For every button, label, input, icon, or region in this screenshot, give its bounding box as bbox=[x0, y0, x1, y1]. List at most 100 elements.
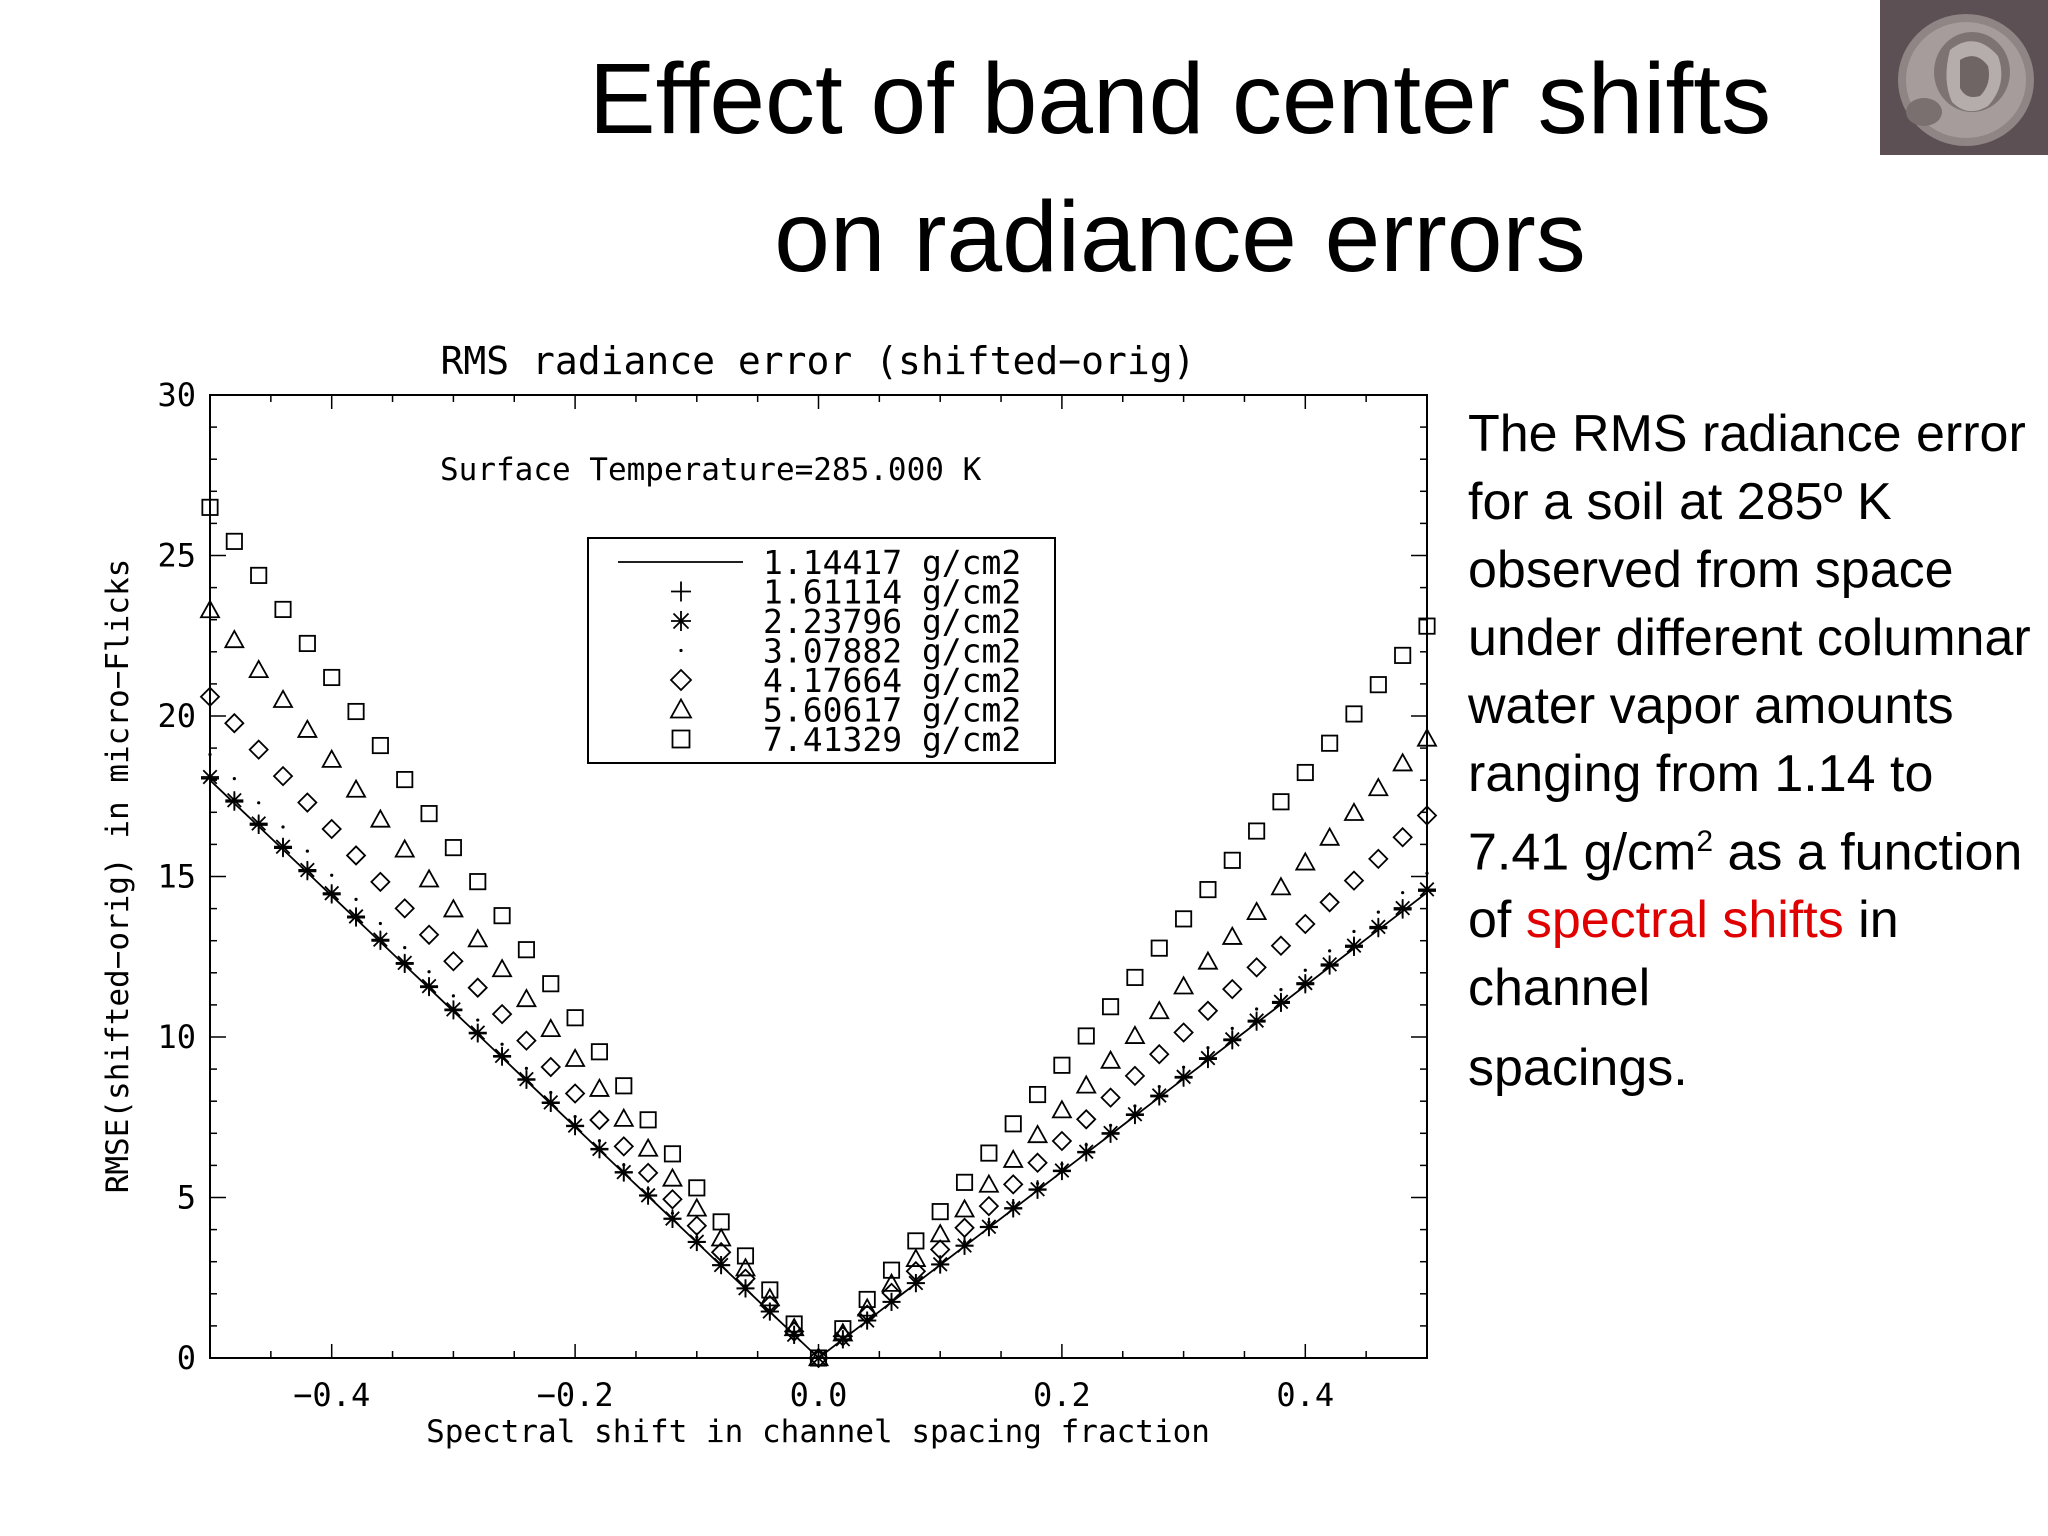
legend-entry: 2.23796 g/cm2 bbox=[671, 602, 1021, 641]
square-marker bbox=[955, 1173, 974, 1191]
diamond-marker bbox=[1368, 848, 1389, 870]
square-marker bbox=[1321, 734, 1339, 752]
asterisk-marker bbox=[1125, 1105, 1144, 1124]
triangle-marker bbox=[1367, 777, 1389, 797]
square-marker bbox=[785, 1315, 803, 1333]
triangle-marker bbox=[345, 778, 367, 798]
square-marker bbox=[469, 873, 487, 891]
triangle-marker bbox=[248, 659, 270, 679]
square-marker bbox=[1369, 676, 1387, 694]
diamond-marker bbox=[1075, 1109, 1097, 1130]
description-superscript: 2 bbox=[1696, 825, 1714, 858]
asterisk-marker bbox=[1101, 1124, 1120, 1143]
dot-marker bbox=[1352, 929, 1356, 934]
dot-marker bbox=[1401, 891, 1405, 895]
diamond-marker bbox=[297, 792, 318, 813]
square-marker bbox=[1150, 939, 1168, 957]
triangle-marker bbox=[978, 1173, 1000, 1193]
diamond-marker bbox=[978, 1195, 1000, 1217]
triangle-marker bbox=[564, 1047, 586, 1067]
triangle-marker bbox=[1124, 1024, 1146, 1044]
triangle-marker bbox=[223, 629, 245, 649]
square-marker bbox=[1272, 793, 1290, 811]
triangle-marker bbox=[734, 1257, 757, 1277]
triangle-marker bbox=[669, 697, 693, 719]
dot-marker bbox=[1303, 968, 1307, 972]
diamond-marker bbox=[1319, 892, 1340, 913]
triangle-marker bbox=[442, 898, 464, 918]
series-1 bbox=[201, 769, 1436, 1367]
y-tick-label: 5 bbox=[177, 1179, 196, 1217]
dot-marker bbox=[597, 1139, 602, 1143]
diamond-marker bbox=[321, 818, 342, 840]
square-marker bbox=[882, 1261, 901, 1279]
square-marker bbox=[615, 1077, 633, 1095]
legend-box bbox=[587, 537, 1056, 764]
triangle-marker bbox=[686, 1197, 708, 1217]
asterisk-marker bbox=[1028, 1180, 1047, 1199]
triangle-marker bbox=[1343, 801, 1365, 821]
square-marker bbox=[1102, 998, 1120, 1016]
chart-annotation: Surface Temperature=285.000 K bbox=[440, 452, 982, 488]
asterisk-marker bbox=[1077, 1142, 1096, 1161]
triangle-marker bbox=[491, 958, 513, 978]
square-marker bbox=[517, 941, 535, 959]
diamond-marker bbox=[370, 871, 391, 893]
dot-marker bbox=[1376, 910, 1380, 914]
asterisk-marker bbox=[517, 1070, 536, 1089]
square-marker bbox=[1199, 881, 1217, 899]
diamond-marker bbox=[491, 1003, 513, 1025]
asterisk-marker bbox=[1320, 955, 1339, 974]
asterisk-marker bbox=[1223, 1030, 1242, 1049]
triangle-marker bbox=[1075, 1074, 1097, 1094]
square-marker bbox=[834, 1320, 852, 1338]
asterisk-marker bbox=[1198, 1049, 1217, 1068]
diamond-marker bbox=[1416, 805, 1438, 826]
square-marker bbox=[347, 702, 365, 721]
asterisk-marker bbox=[590, 1139, 609, 1158]
triangle-marker bbox=[1319, 826, 1341, 846]
dot-marker bbox=[1328, 949, 1332, 953]
dot-marker bbox=[1133, 1104, 1137, 1108]
dot-marker bbox=[1255, 1007, 1259, 1011]
legend-entry: 1.61114 g/cm2 bbox=[671, 573, 1021, 612]
asterisk-marker bbox=[614, 1163, 633, 1182]
triangle-marker bbox=[369, 808, 391, 828]
series-line bbox=[209, 779, 1428, 1360]
series-layer bbox=[199, 498, 1438, 1369]
triangle-marker bbox=[1051, 1099, 1073, 1119]
triangle-marker bbox=[1416, 727, 1438, 747]
asterisk-marker bbox=[663, 1209, 682, 1228]
asterisk-marker bbox=[298, 860, 317, 879]
square-marker bbox=[225, 532, 243, 550]
asterisk-marker bbox=[322, 884, 341, 903]
square-marker bbox=[761, 1281, 779, 1299]
diamond-marker bbox=[540, 1056, 562, 1078]
diamond-marker bbox=[418, 924, 440, 946]
triangle-marker bbox=[1100, 1049, 1122, 1069]
square-marker bbox=[1296, 763, 1314, 782]
asterisk-marker bbox=[979, 1217, 998, 1236]
square-marker bbox=[274, 600, 292, 618]
asterisk-marker bbox=[1271, 992, 1290, 1011]
square-marker bbox=[1223, 851, 1241, 869]
diamond-marker bbox=[1173, 1022, 1194, 1043]
diamond-marker bbox=[272, 765, 294, 787]
dot-marker bbox=[1206, 1046, 1210, 1050]
diamond-marker bbox=[954, 1217, 975, 1239]
square-marker bbox=[639, 1111, 657, 1129]
diamond-marker bbox=[637, 1162, 659, 1184]
asterisk-marker bbox=[1296, 974, 1315, 993]
dot-marker bbox=[1035, 1181, 1040, 1186]
diamond-marker bbox=[613, 1136, 635, 1157]
triangle-marker bbox=[954, 1198, 976, 1218]
dot-marker bbox=[500, 1042, 504, 1046]
series-2 bbox=[201, 767, 1436, 1367]
asterisk-marker bbox=[566, 1116, 585, 1135]
square-marker bbox=[250, 566, 268, 584]
legend-label: 1.61114 g/cm2 bbox=[763, 573, 1021, 612]
square-marker bbox=[1029, 1085, 1047, 1104]
triangle-marker bbox=[394, 838, 416, 858]
asterisk-marker bbox=[1004, 1199, 1023, 1218]
